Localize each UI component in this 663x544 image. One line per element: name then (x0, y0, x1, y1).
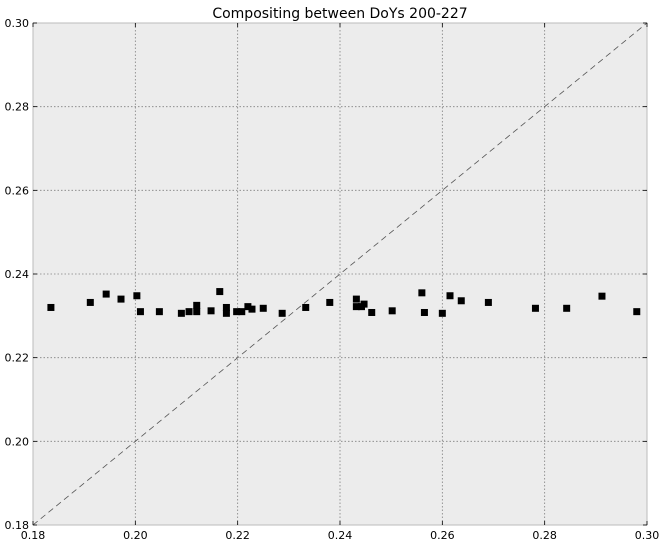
data-point (388, 307, 396, 315)
data-point (352, 303, 360, 311)
data-point (207, 307, 215, 315)
data-point (155, 308, 163, 316)
y-tick-label: 0.22 (5, 352, 30, 365)
data-point (420, 308, 428, 316)
data-point (326, 298, 334, 306)
data-point (222, 303, 230, 311)
data-point (193, 308, 201, 316)
data-point (233, 308, 241, 316)
x-tick-label: 0.28 (532, 529, 557, 542)
y-tick-label: 0.30 (5, 17, 30, 30)
data-point (102, 290, 110, 298)
data-point (598, 292, 606, 300)
data-points (47, 288, 641, 317)
data-point (531, 304, 539, 312)
y-tick-label: 0.26 (5, 184, 30, 197)
x-tick-label: 0.24 (328, 529, 353, 542)
data-point (177, 309, 185, 317)
data-point (222, 309, 230, 317)
data-point (238, 308, 246, 316)
data-point (244, 303, 252, 311)
x-tick-label: 0.22 (225, 529, 250, 542)
y-tick-label: 0.20 (5, 435, 30, 448)
data-point (563, 304, 571, 312)
y-tick-labels: 0.18 0.20 0.22 0.24 0.26 0.28 0.30 (5, 17, 30, 532)
x-tick-label: 0.26 (430, 529, 455, 542)
data-point (457, 297, 465, 305)
data-point (133, 292, 141, 300)
tick-marks (32, 22, 648, 526)
data-point (259, 304, 267, 312)
data-point (216, 288, 224, 296)
x-tick-label: 0.30 (635, 529, 660, 542)
data-point (248, 305, 256, 313)
data-point (484, 298, 492, 306)
data-point (47, 303, 55, 311)
data-point (117, 295, 125, 303)
x-tick-label: 0.18 (21, 529, 46, 542)
data-point (86, 298, 94, 306)
data-point (302, 303, 310, 311)
data-point (418, 289, 426, 297)
chart-title: Compositing between DoYs 200-227 (212, 6, 467, 22)
data-point (193, 301, 201, 309)
data-point (278, 309, 286, 317)
y-tick-label: 0.28 (5, 101, 30, 114)
data-point (368, 308, 376, 316)
x-tick-labels: 0.18 0.20 0.22 0.24 0.26 0.28 0.30 (21, 529, 660, 542)
data-point (633, 308, 641, 316)
data-point (446, 292, 454, 300)
reference-line (32, 22, 648, 526)
data-point (438, 309, 446, 317)
data-point (185, 308, 193, 316)
data-point (136, 308, 144, 316)
y-tick-label: 0.18 (5, 519, 30, 532)
data-point (352, 295, 360, 303)
data-point (360, 300, 368, 308)
y-tick-label: 0.24 (5, 268, 30, 281)
x-tick-label: 0.20 (123, 529, 148, 542)
